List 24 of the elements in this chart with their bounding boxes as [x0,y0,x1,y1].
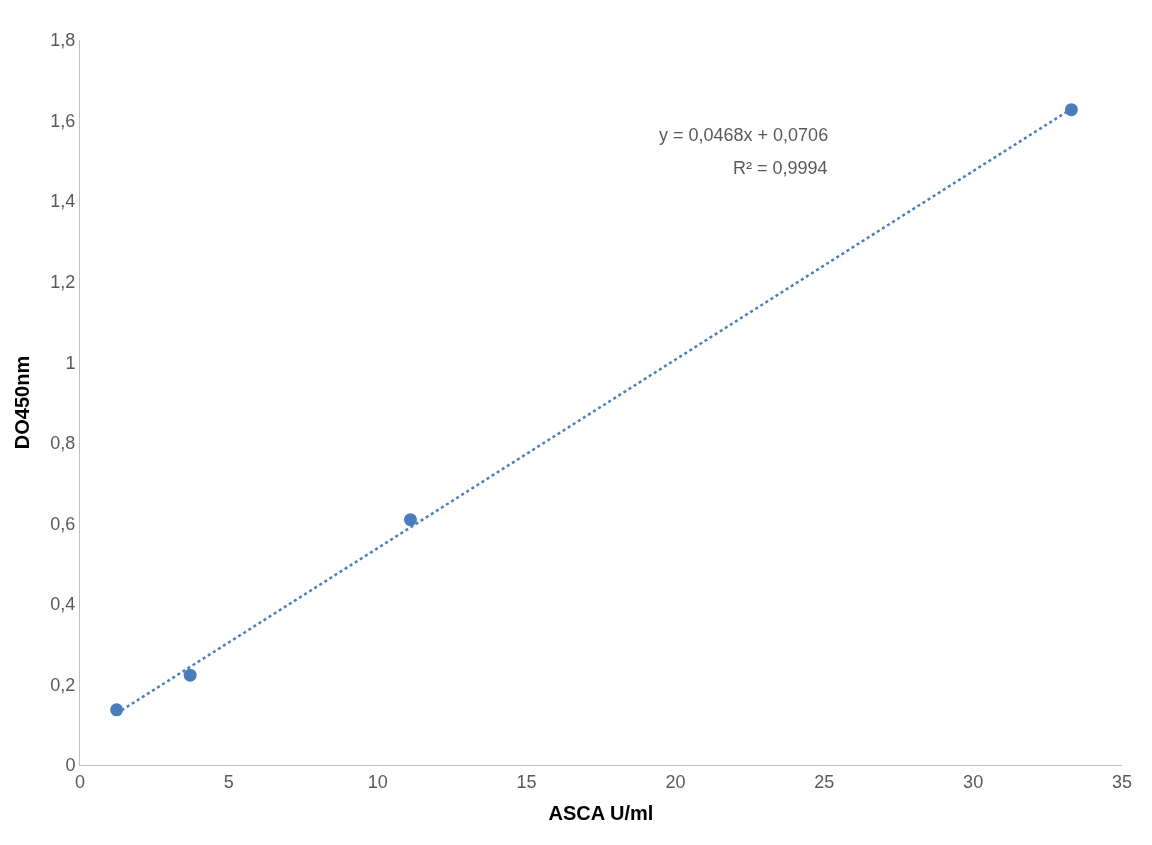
y-tick-label: 1,6 [50,110,76,131]
annotation: y = 0,0468x + 0,0706 [659,125,829,145]
y-axis-title: DO450nm [10,355,33,450]
point [183,668,197,682]
y-tick-label: 0,8 [50,433,76,454]
x-tick-label: 35 [1111,771,1133,792]
x-tick-label: 25 [814,771,835,792]
y-tick-label: 1,8 [50,30,76,51]
x-tick-label: 20 [665,771,686,792]
x-tick-label: 5 [223,771,234,792]
y-tick-label: 1,4 [50,191,76,212]
y-tick-label: 0,6 [50,513,76,534]
x-tick-label: 30 [963,771,984,792]
point [403,513,417,527]
y-tick-label: 0,2 [50,674,76,695]
y-tick-label: 1,2 [50,271,76,292]
x-axis-title: ASCA U/ml [548,802,654,825]
y-tick-label: 1 [65,352,76,373]
point [1064,103,1078,117]
y-tick-label: 0,4 [50,594,76,615]
x-tick-label: 10 [367,771,388,792]
x-tick-label: 15 [516,771,537,792]
y-tick-label: 0 [65,755,76,776]
annotation: R² = 0,9994 [733,158,828,178]
